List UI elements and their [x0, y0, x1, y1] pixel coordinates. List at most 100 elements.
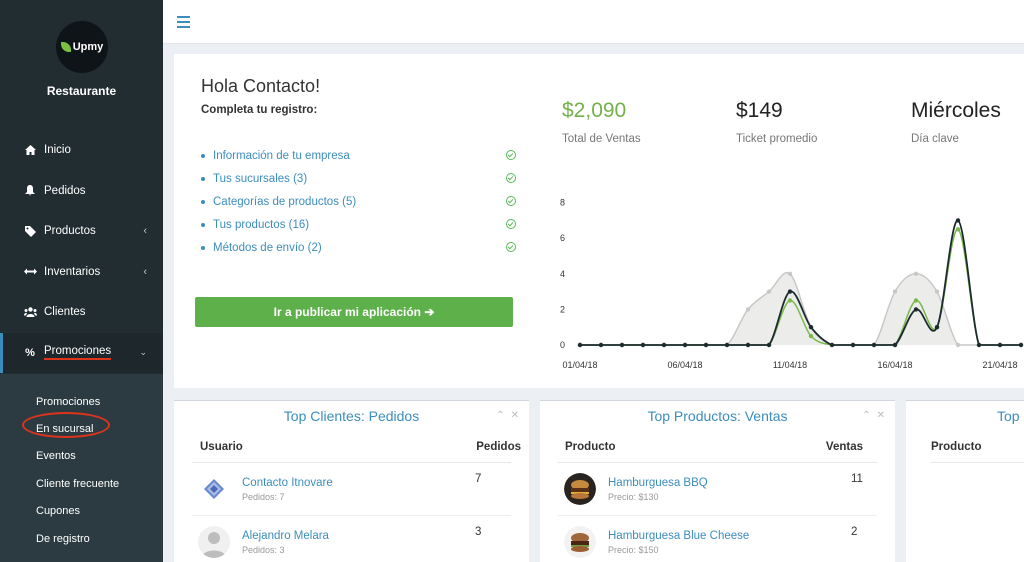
- product-name-link[interactable]: Hamburguesa Blue Cheese: [608, 529, 750, 542]
- subnav-item-promociones[interactable]: Promociones: [36, 395, 101, 408]
- box-title-text: Top Clientes: Pedidos: [283, 408, 420, 424]
- chevron-left-icon: ‹: [143, 225, 147, 238]
- sidebar-item-label: Productos: [44, 225, 96, 238]
- checklist-item[interactable]: Información de tu empresa: [201, 144, 516, 167]
- data-point: [787, 298, 793, 303]
- bell-icon: [22, 185, 38, 196]
- sidebar-item-inicio[interactable]: Inicio: [0, 130, 163, 171]
- series-line: [579, 219, 1021, 346]
- sales-count: 11: [851, 473, 863, 485]
- sidebar-item-productos[interactable]: Productos ‹: [0, 211, 163, 252]
- sidebar-item-clientes[interactable]: Clientes: [0, 292, 163, 333]
- checklist-item[interactable]: Tus sucursales (3): [201, 167, 516, 190]
- top-clients-box: Top Clientes: Pedidos ⌃ ✕ Usuario Pedidos…: [174, 400, 529, 562]
- table-row[interactable]: Hamburguesa BBQ Precio: $130 11: [558, 463, 877, 516]
- top-bar: [163, 0, 1024, 44]
- subnav-item-cliente-frecuente[interactable]: Cliente frecuente: [36, 477, 120, 490]
- table-row[interactable]: Contacto Itnovare Pedidos: 7 7: [192, 463, 511, 516]
- data-point: [913, 271, 919, 276]
- chevron-down-icon: ⌄: [139, 347, 147, 358]
- y-tick-label: 8: [560, 198, 565, 208]
- data-point: [808, 325, 814, 330]
- data-point: [850, 342, 856, 348]
- data-point: [1018, 342, 1024, 348]
- sidebar-item-label: Inicio: [44, 144, 71, 157]
- close-icon[interactable]: ✕: [510, 410, 519, 421]
- y-tick-label: 4: [560, 269, 565, 279]
- x-tick-label: 21/04/18: [982, 360, 1017, 370]
- product-name-link[interactable]: Hamburguesa BBQ: [608, 476, 708, 489]
- subnav-item-cupones[interactable]: Cupones: [36, 505, 81, 518]
- table-header: Producto Ventas: [558, 431, 877, 463]
- series-area: [580, 272, 1021, 345]
- brand-name: Restaurante: [46, 84, 117, 98]
- orders-count: 3: [475, 526, 482, 538]
- top-third-box: Top Producto: [906, 400, 1024, 562]
- checklist-item[interactable]: Categorías de productos (5): [201, 190, 516, 213]
- table-row[interactable]: Alejandro Melara Pedidos: 3 3: [192, 516, 511, 562]
- client-orders-meta: Pedidos: 3: [242, 544, 285, 555]
- data-point: [955, 218, 961, 223]
- hamburger-menu-icon[interactable]: [177, 16, 190, 31]
- product-price-meta: Precio: $150: [608, 544, 659, 555]
- checklist-link[interactable]: Métodos de envío (2): [213, 241, 322, 254]
- stat-total-sales: $2,090 Total de Ventas: [562, 99, 641, 145]
- stat-value: $2,090: [562, 99, 627, 122]
- collapse-icon[interactable]: ⌃: [862, 410, 871, 421]
- box-title: Top Clientes: Pedidos ⌃ ✕: [174, 401, 529, 431]
- logo[interactable]: Upmy: [56, 21, 108, 73]
- sidebar: Upmy Restaurante Inicio Pedidos Producto…: [0, 0, 163, 562]
- x-tick-label: 06/04/18: [667, 360, 702, 370]
- data-point: [577, 342, 583, 348]
- table-header: Producto: [931, 431, 1024, 463]
- highlight-oval: [22, 412, 110, 439]
- sidebar-item-promociones[interactable]: % Promociones ⌄: [0, 332, 163, 373]
- sidebar-item-label: Clientes: [44, 306, 86, 319]
- sidebar-item-inventarios[interactable]: Inventarios ‹: [0, 252, 163, 293]
- checklist-item[interactable]: Tus productos (16): [201, 213, 516, 236]
- x-tick-label: 11/04/18: [773, 360, 807, 370]
- col-header-product: Producto: [565, 440, 616, 453]
- checklist-item[interactable]: Métodos de envío (2): [201, 236, 516, 259]
- client-name-link[interactable]: Alejandro Melara: [242, 529, 329, 542]
- subnav-item-en-sucursal[interactable]: En sucursal: [0, 412, 163, 442]
- subnav-item-de-registro[interactable]: De registro: [36, 532, 90, 545]
- burger-photo: [564, 473, 596, 505]
- data-point: [766, 289, 772, 294]
- data-point: [745, 307, 751, 312]
- subnav-item-eventos[interactable]: Eventos: [36, 450, 76, 463]
- stat-value: Miércoles: [911, 99, 1001, 122]
- chevron-left-icon: ‹: [143, 265, 147, 278]
- sidebar-subnav: Promociones En sucursal Eventos Cliente …: [0, 374, 163, 562]
- avatar: [198, 526, 230, 558]
- checklist-link[interactable]: Tus productos (16): [213, 218, 310, 231]
- collapse-icon[interactable]: ⌃: [496, 410, 505, 421]
- publish-app-button[interactable]: Ir a publicar mi aplicación ➔: [195, 297, 513, 327]
- sidebar-item-pedidos[interactable]: Pedidos: [0, 171, 163, 212]
- data-point: [619, 342, 625, 348]
- col-header-user: Usuario: [200, 440, 243, 453]
- close-icon[interactable]: ✕: [876, 410, 885, 421]
- check-circle-icon: [506, 219, 516, 229]
- stat-label: Ticket promedio: [736, 133, 818, 145]
- stat-label: Día clave: [911, 133, 959, 145]
- products-table: Producto Ventas Hamburguesa BBQ Precio: …: [558, 431, 877, 562]
- x-tick-label: 01/04/18: [562, 360, 597, 370]
- data-point: [913, 298, 919, 303]
- stat-key-day: Miércoles Día clave: [911, 99, 1001, 145]
- home-icon: [22, 145, 38, 156]
- client-name-link[interactable]: Contacto Itnovare: [242, 476, 333, 489]
- y-tick-label: 0: [560, 340, 565, 350]
- checklist-link[interactable]: Información de tu empresa: [213, 149, 350, 162]
- col-header-orders: Pedidos: [476, 440, 521, 453]
- product-price-meta: Precio: $130: [608, 491, 659, 502]
- check-circle-icon: [506, 150, 516, 160]
- col-header-product: Producto: [931, 440, 982, 453]
- checklist-link[interactable]: Tus sucursales (3): [213, 172, 308, 185]
- data-point: [745, 342, 751, 348]
- table-row[interactable]: Hamburguesa Blue Cheese Precio: $150 2: [558, 516, 877, 562]
- logo-text: Upmy: [72, 41, 104, 53]
- sidebar-item-label: Pedidos: [44, 184, 86, 197]
- data-point: [808, 333, 814, 339]
- checklist-link[interactable]: Categorías de productos (5): [213, 195, 357, 208]
